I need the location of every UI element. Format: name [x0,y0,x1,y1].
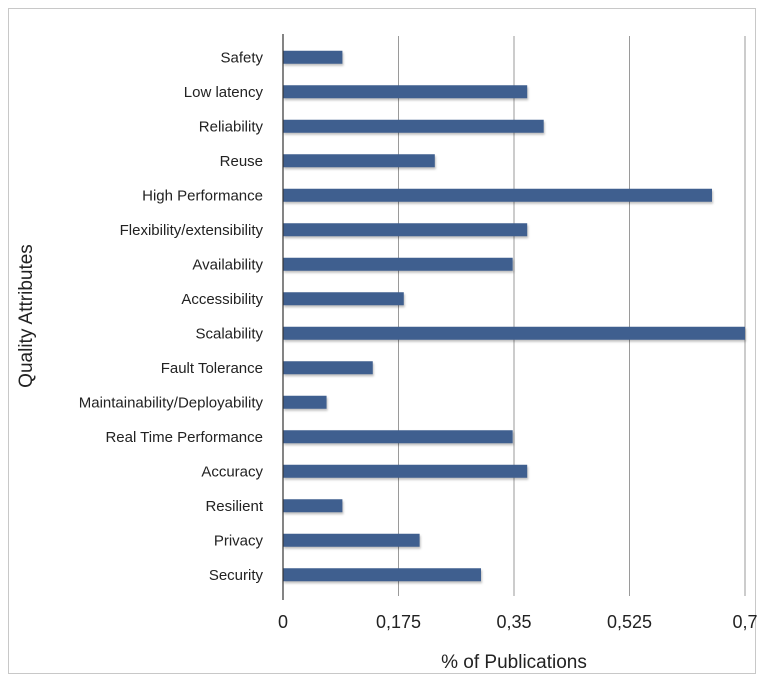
bar [283,50,343,64]
bar [283,395,327,409]
category-label: Safety [220,49,263,66]
category-label: Real Time Performance [105,429,263,446]
bar [283,188,712,202]
x-tick-label: 0,35 [496,612,531,632]
bar [283,119,544,133]
category-label: Flexibility/extensibility [120,222,264,239]
bar [283,154,435,168]
category-label: Accessibility [181,291,263,308]
category-label: Low latency [184,84,264,101]
x-tick-label: 0,175 [376,612,421,632]
bar [283,430,513,444]
category-label: Fault Tolerance [161,360,263,377]
category-label: Scalability [195,325,263,342]
category-label: Security [209,567,264,584]
bar [283,533,420,547]
category-label: Resilient [205,498,263,515]
bar [283,326,745,340]
category-label: Privacy [214,532,264,549]
category-label: High Performance [142,187,263,204]
x-tick-label: 0 [278,612,288,632]
x-tick-label: 0,7 [732,612,757,632]
category-label: Availability [192,256,263,273]
chart-frame [8,8,756,674]
bar [283,361,373,375]
bar [283,568,481,582]
x-tick-label: 0,525 [607,612,652,632]
y-axis-title: Quality Attributes [16,244,37,388]
bar [283,257,513,271]
bar [283,85,528,99]
bar [283,499,343,513]
bar [283,464,528,478]
category-label: Maintainability/Deployability [79,394,264,411]
category-label: Accuracy [201,463,263,480]
bar [283,292,404,306]
category-label: Reuse [220,153,263,170]
bar [283,223,528,237]
x-axis-title: % of Publications [441,652,587,673]
category-label: Reliability [199,118,264,135]
